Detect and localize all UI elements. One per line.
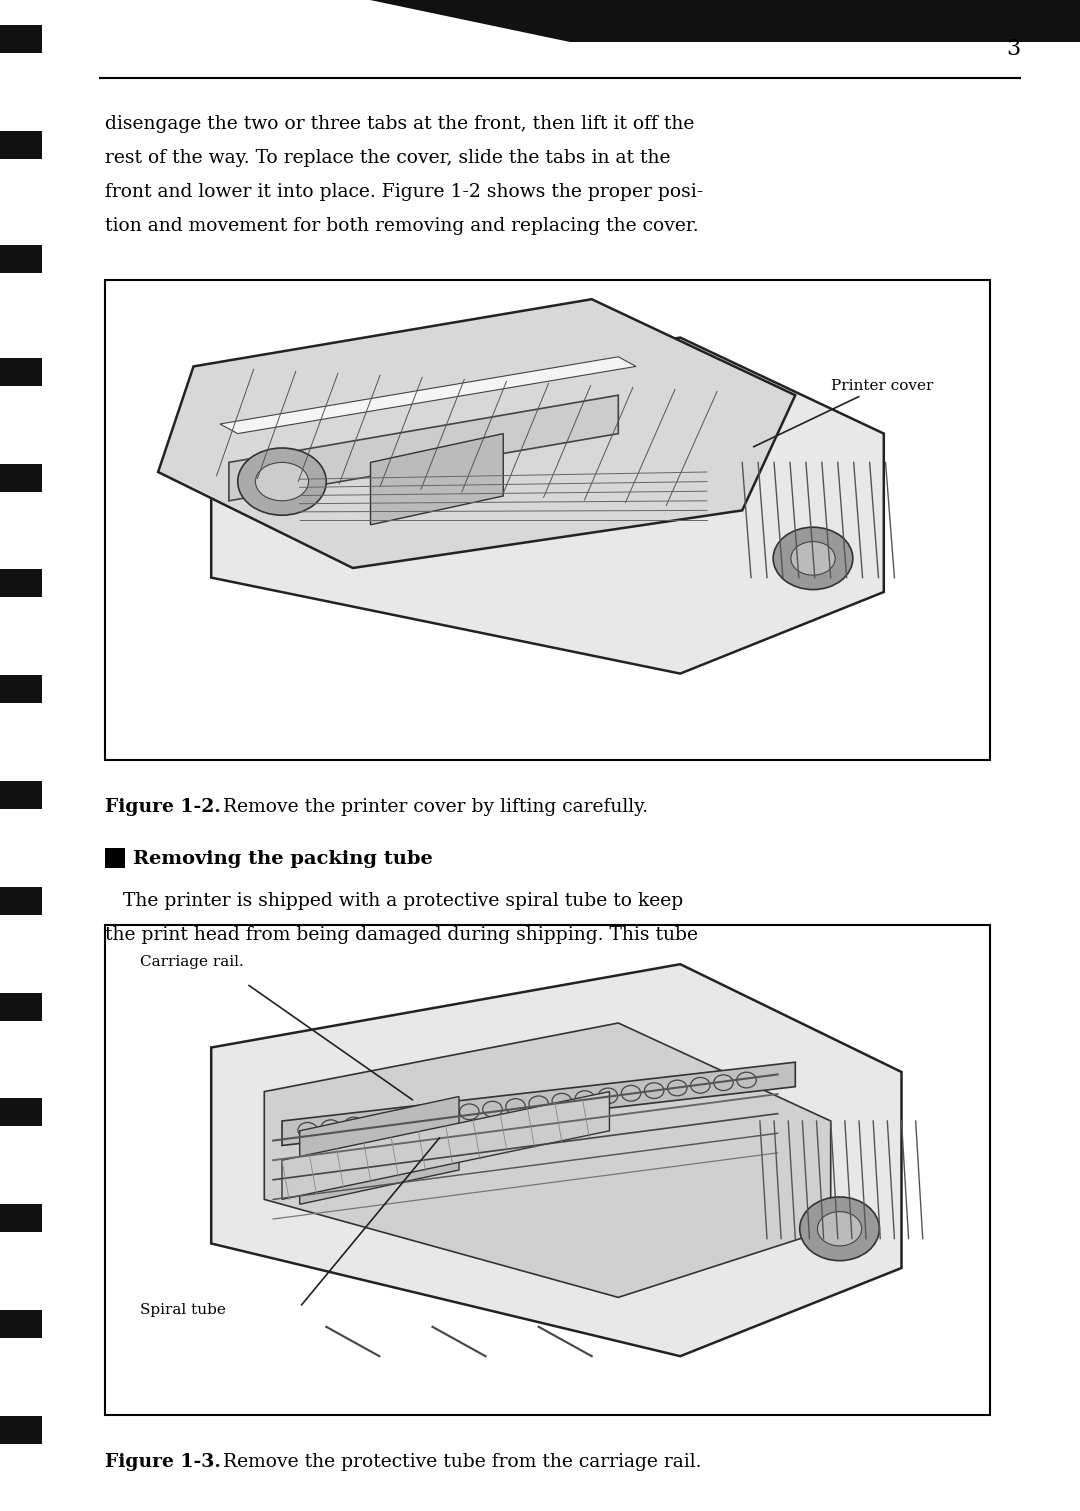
Bar <box>0 887 42 916</box>
Bar <box>0 1416 42 1445</box>
Polygon shape <box>265 1023 831 1298</box>
Polygon shape <box>212 337 883 674</box>
Ellipse shape <box>791 541 835 576</box>
Bar <box>105 280 990 760</box>
Text: Spiral tube: Spiral tube <box>140 1302 227 1318</box>
Bar <box>0 245 42 273</box>
Bar <box>0 1204 42 1231</box>
Text: Figure 1-3.: Figure 1-3. <box>105 1454 221 1472</box>
Polygon shape <box>158 299 795 568</box>
Bar <box>0 26 42 53</box>
Bar <box>0 464 42 493</box>
Ellipse shape <box>799 1197 879 1260</box>
Bar <box>0 358 42 385</box>
Bar <box>0 1310 42 1339</box>
Text: Remove the protective tube from the carriage rail.: Remove the protective tube from the carr… <box>222 1454 702 1472</box>
Text: The printer is shipped with a protective spiral tube to keep: The printer is shipped with a protective… <box>105 891 684 910</box>
Text: front and lower it into place. Figure 1-2 shows the proper posi-: front and lower it into place. Figure 1-… <box>105 183 703 201</box>
Ellipse shape <box>256 462 309 500</box>
Polygon shape <box>282 1091 609 1200</box>
Ellipse shape <box>238 447 326 515</box>
Ellipse shape <box>818 1212 862 1247</box>
Text: Printer cover: Printer cover <box>754 379 933 447</box>
Bar <box>105 848 125 867</box>
Ellipse shape <box>773 527 853 589</box>
Bar <box>0 570 42 597</box>
Polygon shape <box>220 357 636 434</box>
Text: the print head from being damaged during shipping. This tube: the print head from being damaged during… <box>105 926 698 944</box>
Polygon shape <box>282 1062 795 1145</box>
Text: rest of the way. To replace the cover, slide the tabs in at the: rest of the way. To replace the cover, s… <box>105 150 671 168</box>
Polygon shape <box>370 434 503 524</box>
Bar <box>0 675 42 703</box>
Polygon shape <box>300 1097 459 1204</box>
Bar <box>0 1098 42 1126</box>
Text: Remove the printer cover by lifting carefully.: Remove the printer cover by lifting care… <box>222 798 648 816</box>
Bar <box>0 781 42 808</box>
Text: Removing the packing tube: Removing the packing tube <box>133 851 433 867</box>
Polygon shape <box>229 396 618 500</box>
Bar <box>0 131 42 159</box>
Text: Figure 1-2.: Figure 1-2. <box>105 798 220 816</box>
Polygon shape <box>212 964 902 1357</box>
Text: tion and movement for both removing and replacing the cover.: tion and movement for both removing and … <box>105 218 699 236</box>
Polygon shape <box>370 0 1080 42</box>
Bar <box>0 993 42 1021</box>
Text: Carriage rail.: Carriage rail. <box>140 955 244 969</box>
Bar <box>105 925 990 1414</box>
Text: disengage the two or three tabs at the front, then lift it off the: disengage the two or three tabs at the f… <box>105 115 694 133</box>
Text: 3: 3 <box>1005 38 1020 60</box>
